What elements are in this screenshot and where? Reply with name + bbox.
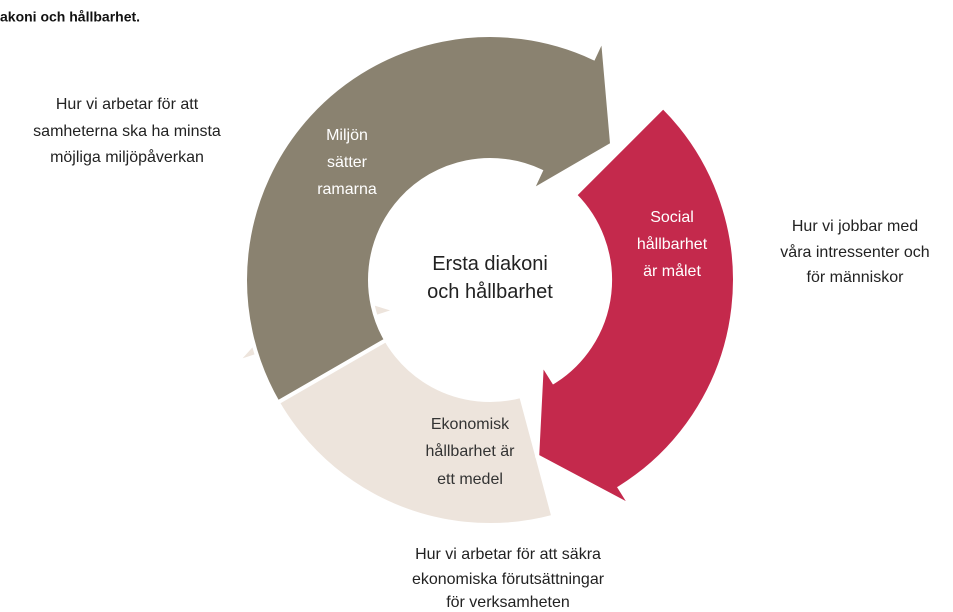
segment-label-line: Ekonomisk bbox=[431, 416, 510, 433]
segment-description-line: Hur vi jobbar med bbox=[792, 218, 918, 235]
segment-description-line: möjliga miljöpåverkan bbox=[50, 148, 204, 166]
segment-description-line: våra intressenter och bbox=[780, 243, 929, 261]
segment-description-line: för verksamheten bbox=[446, 594, 570, 611]
segment-description: Hur vi jobbar med våra intressenter och fö… bbox=[780, 218, 929, 286]
segment-description-line: samheterna ska ha minsta bbox=[33, 123, 221, 140]
title: akoni och hållbarhet. bbox=[0, 9, 140, 25]
center-label-line: Ersta diakoni bbox=[432, 253, 548, 275]
segment-description-line: för människor bbox=[807, 269, 905, 286]
segment-description: Hur vi arbetar för att säkra ekonomiska f… bbox=[412, 546, 605, 611]
cycle bbox=[229, 30, 737, 528]
segment-label-line: hållbarhet är bbox=[426, 442, 516, 460]
segment-label-line: Social bbox=[650, 209, 694, 226]
segment-description: Hur vi arbetar för att samheterna ska ha … bbox=[33, 96, 221, 166]
segment-label: Social hållbarhet är målet bbox=[637, 209, 708, 280]
segment-label: Ekonomisk hållbarhet är ett medel bbox=[426, 416, 516, 488]
segment-label-line: Miljön bbox=[326, 127, 368, 144]
segment-label-line: är målet bbox=[643, 262, 701, 280]
segment-label: Miljön sätter ramarna bbox=[317, 127, 377, 198]
arrow-segment bbox=[243, 30, 615, 406]
segment-label-line: hållbarhet bbox=[637, 235, 708, 253]
segment-label-line: sätter bbox=[327, 154, 368, 171]
segment-description-line: Hur vi arbetar för att säkra bbox=[415, 546, 601, 563]
segment-description-line: ekonomiska förutsättningar bbox=[412, 571, 605, 588]
segment-label-line: ett medel bbox=[437, 471, 503, 488]
center-label-line: och hållbarhet bbox=[427, 281, 553, 303]
arrow-segment bbox=[535, 103, 737, 512]
center-label: Ersta diakoni och hållbarhet bbox=[427, 253, 553, 303]
segment-description-line: Hur vi arbetar för att bbox=[56, 96, 199, 113]
segment-label-line: ramarna bbox=[317, 181, 377, 198]
